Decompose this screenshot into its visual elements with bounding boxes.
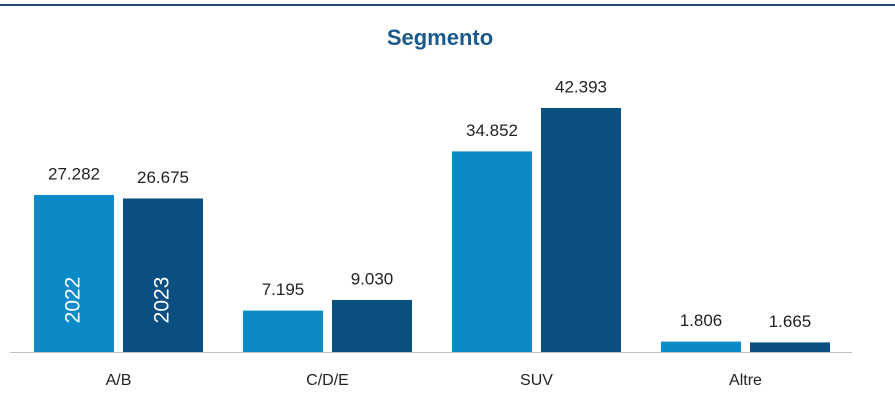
value-label: 26.675	[137, 168, 189, 187]
bar	[34, 194, 114, 352]
bar	[541, 108, 621, 352]
bar	[243, 310, 323, 352]
x-tick-label: C/D/E	[306, 372, 349, 389]
value-label: 1.806	[680, 311, 723, 330]
bar	[123, 198, 203, 352]
value-label: 1.665	[769, 312, 812, 331]
chart-title: Segmento	[387, 25, 493, 50]
x-tick-label: A/B	[106, 372, 132, 389]
value-label: 34.852	[466, 121, 518, 140]
value-label: 27.282	[48, 164, 100, 183]
bar	[661, 341, 741, 352]
bar	[332, 300, 412, 352]
bar	[452, 151, 532, 352]
series-label: 2023	[151, 277, 174, 324]
x-tick-label: Altre	[729, 372, 762, 389]
value-label: 9.030	[351, 270, 394, 289]
value-label: 7.195	[262, 280, 305, 299]
bar	[750, 342, 830, 352]
value-label: 42.393	[555, 77, 607, 96]
series-label: 2022	[62, 277, 85, 324]
x-tick-label: SUV	[520, 372, 553, 389]
